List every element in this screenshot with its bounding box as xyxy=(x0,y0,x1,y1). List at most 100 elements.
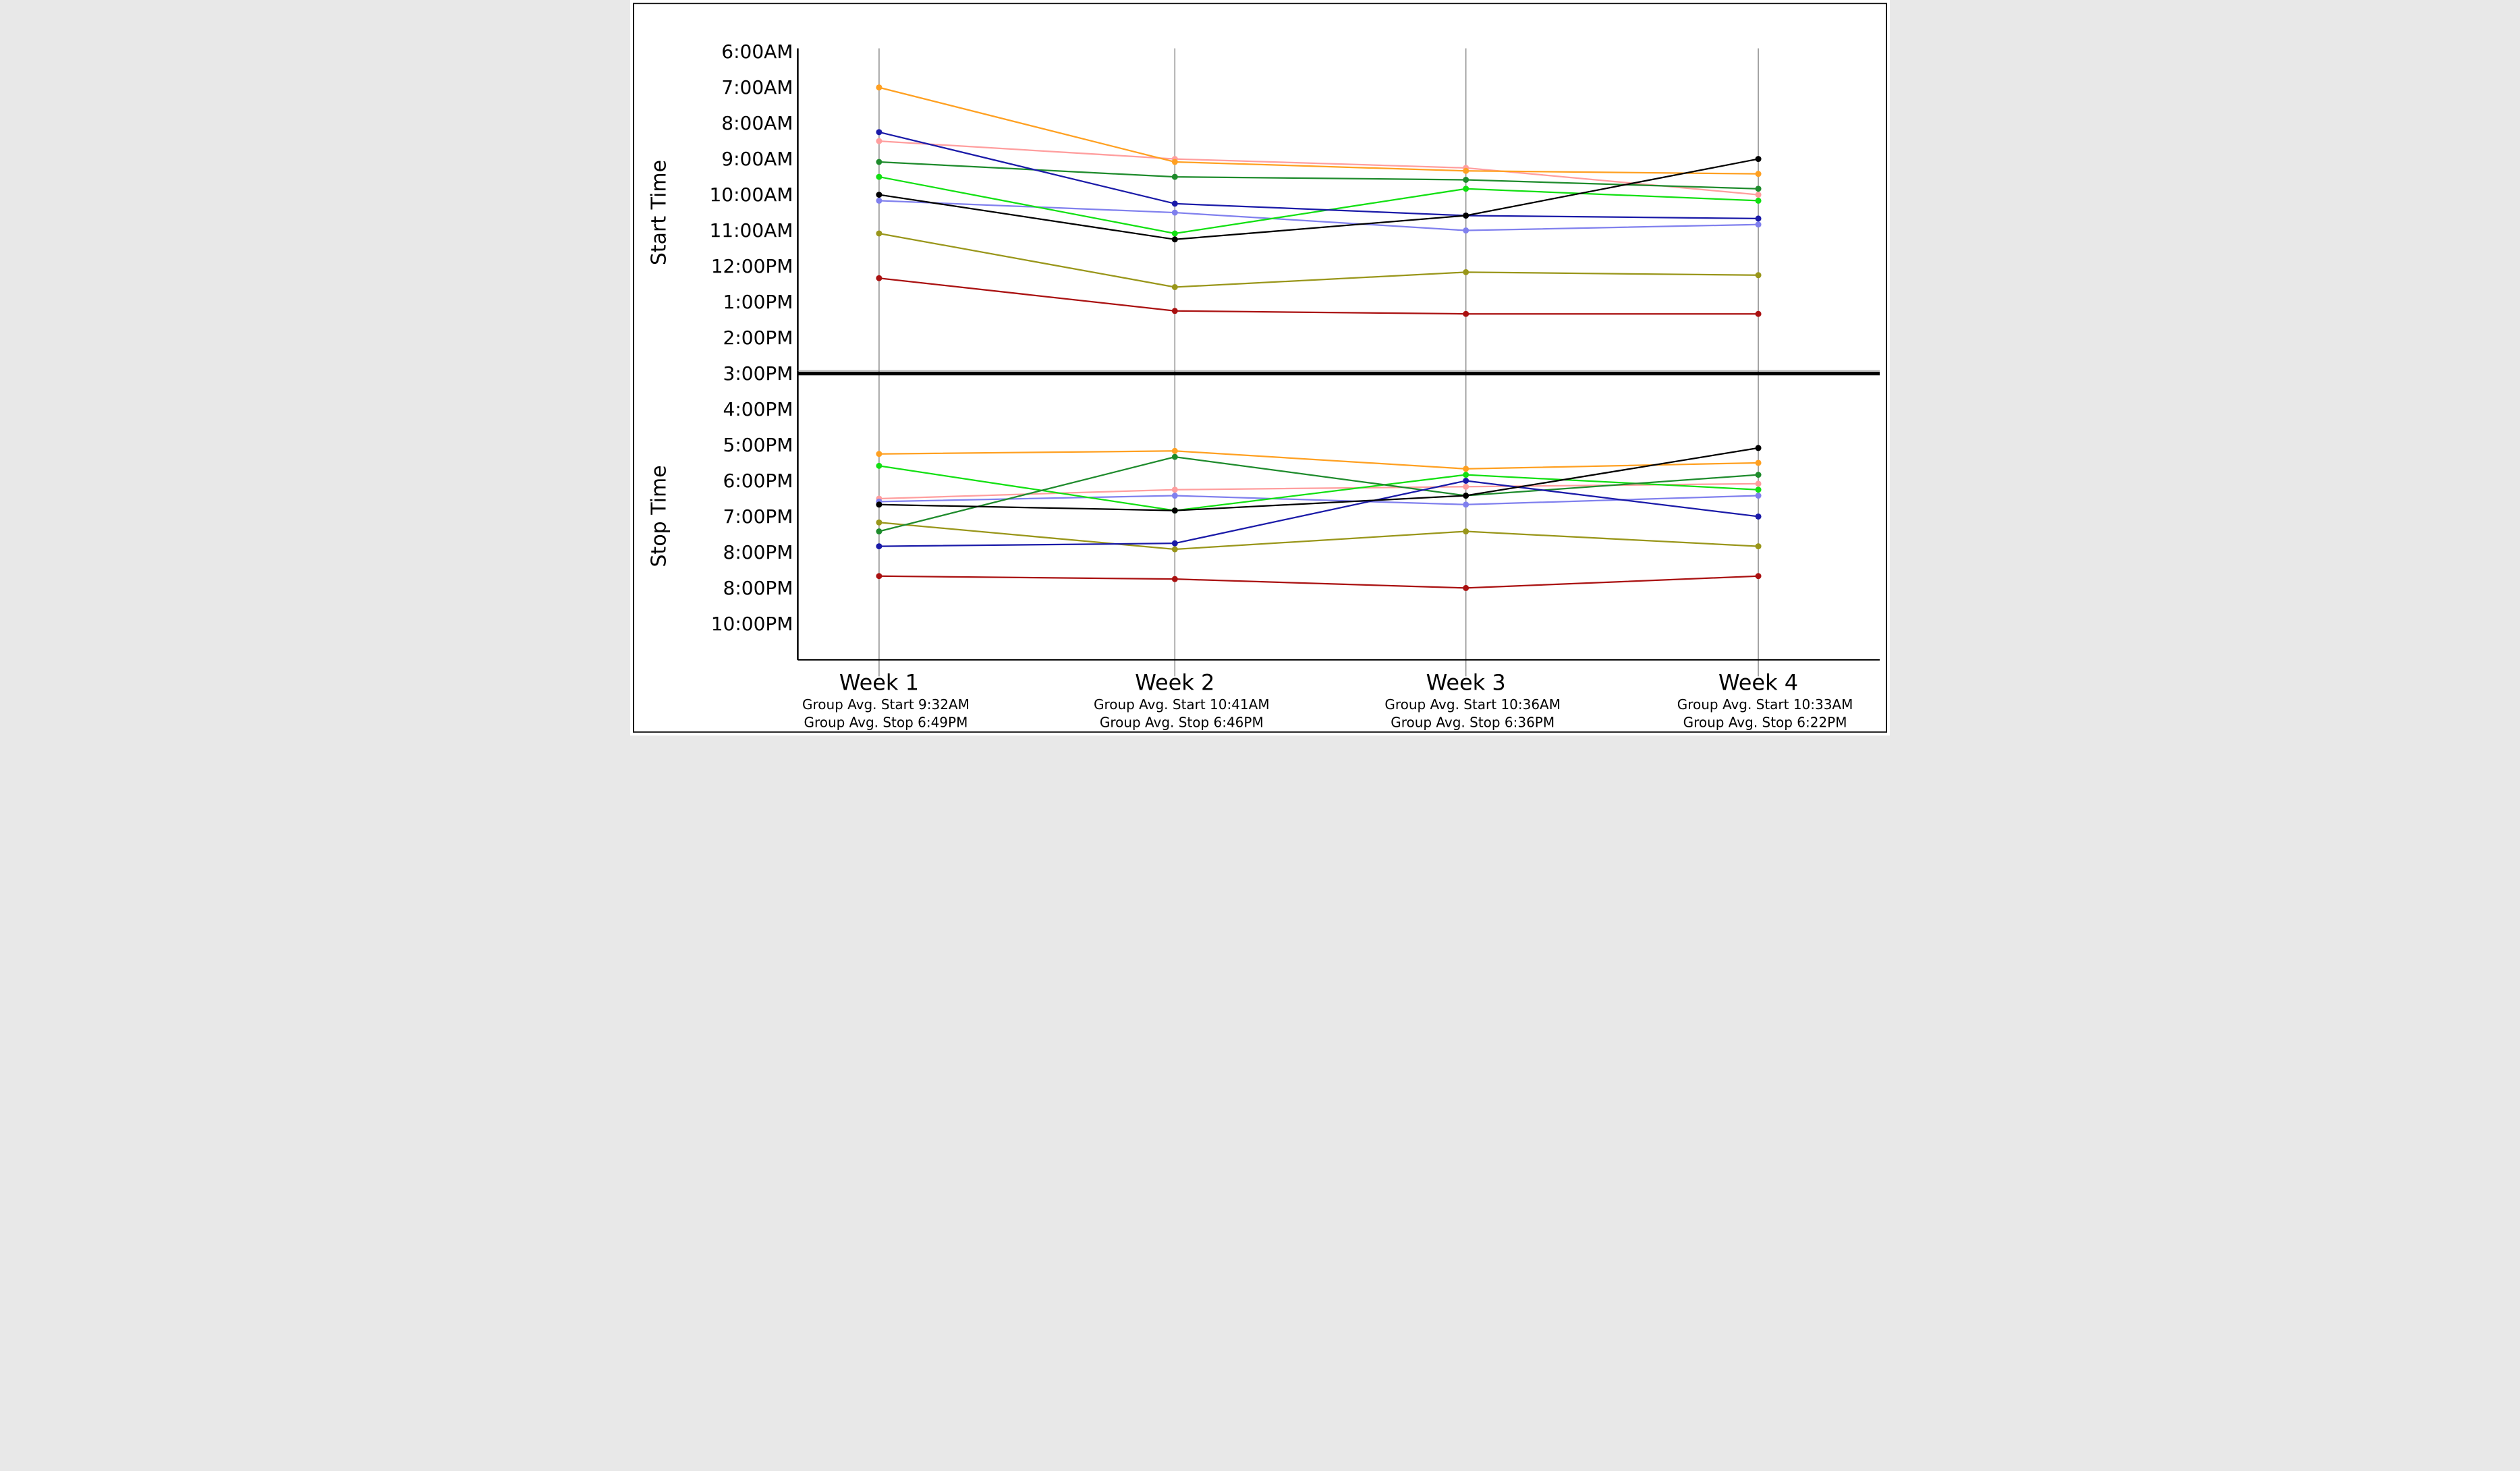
member-navy-start-point-week4 xyxy=(1755,215,1762,222)
stop-tick-label: 5:00PM xyxy=(723,434,793,456)
member-darkred-start-point-week3 xyxy=(1463,310,1469,317)
member-olive-stop-point-week3 xyxy=(1463,528,1469,535)
member-navy-start-point-week2 xyxy=(1171,200,1178,207)
member-black-stop-line xyxy=(878,447,1759,511)
member-olive-start-point-week1 xyxy=(876,230,883,237)
member-darkred-start-point-week1 xyxy=(876,275,883,281)
member-darkgreen-start-point-week1 xyxy=(876,159,883,165)
member-orange-start-line xyxy=(878,86,1759,175)
member-darkgreen-stop-point-week2 xyxy=(1171,453,1178,460)
member-darkgreen-start-point-week4 xyxy=(1755,186,1762,192)
member-olive-stop-line xyxy=(878,522,1759,551)
member-periwinkle-start-point-week4 xyxy=(1755,221,1762,228)
stop-tick-label: 4:00PM xyxy=(723,398,793,420)
member-orange-start-point-week3 xyxy=(1463,167,1469,174)
member-orange-stop-point-week1 xyxy=(876,451,883,457)
member-navy-stop-point-week3 xyxy=(1463,477,1469,484)
member-periwinkle-stop-point-week4 xyxy=(1755,493,1762,499)
stop-tick-label: 6:00PM xyxy=(723,470,793,492)
member-periwinkle-stop-point-week3 xyxy=(1463,501,1469,508)
member-brightgreen-start-point-week2 xyxy=(1171,230,1178,237)
member-darkred-stop-point-week3 xyxy=(1463,584,1469,591)
week-label: Week 4 xyxy=(1718,669,1798,695)
member-brightgreen-stop-point-week3 xyxy=(1463,472,1469,478)
member-black-start-line xyxy=(878,158,1759,240)
member-orange-stop-point-week2 xyxy=(1171,447,1178,454)
member-navy-stop-point-week1 xyxy=(876,543,883,550)
group-avg-start-label: Group Avg. Start 9:32AM xyxy=(802,696,970,713)
group-avg-stop-label: Group Avg. Stop 6:49PM xyxy=(804,714,968,730)
start-tick-label: 1:00PM xyxy=(723,291,793,313)
member-darkgreen-start-line xyxy=(878,161,1759,190)
member-olive-stop-point-week2 xyxy=(1171,546,1178,553)
stop-tick-label: 7:00PM xyxy=(723,505,793,528)
start-stop-time-chart: 6:00AM 7:00AM 8:00AM 9:00AM 10:00AM 11:00AM 12… xyxy=(630,0,1890,736)
member-darkgreen-stop-line xyxy=(878,455,1759,532)
member-pink-start-point-week1 xyxy=(876,138,883,144)
member-orange-start-point-week4 xyxy=(1755,171,1762,177)
member-periwinkle-start-point-week1 xyxy=(876,197,883,204)
group-avg-stop-label: Group Avg. Stop 6:46PM xyxy=(1100,714,1264,730)
member-navy-stop-line xyxy=(878,480,1759,547)
member-darkred-start-point-week2 xyxy=(1171,308,1178,314)
member-olive-start-point-week2 xyxy=(1171,283,1178,290)
member-navy-start-point-week1 xyxy=(876,129,883,136)
member-darkred-stop-point-week2 xyxy=(1171,576,1178,582)
member-brightgreen-stop-point-week1 xyxy=(876,462,883,469)
week-label: Week 2 xyxy=(1135,669,1214,695)
member-darkred-start-line xyxy=(878,277,1759,315)
member-black-start-point-week2 xyxy=(1171,236,1178,243)
start-tick-label: 9:00AM xyxy=(721,148,793,170)
member-darkgreen-stop-point-week4 xyxy=(1755,472,1762,478)
screenshot-root: 6:00AM 7:00AM 8:00AM 9:00AM 10:00AM 11:00AM 12… xyxy=(630,0,1890,736)
member-orange-start-point-week1 xyxy=(876,84,883,91)
member-darkred-stop-point-week4 xyxy=(1755,573,1762,580)
member-black-start-point-week1 xyxy=(876,192,883,198)
member-pink-stop-point-week3 xyxy=(1463,483,1469,490)
member-darkgreen-start-point-week3 xyxy=(1463,176,1469,183)
start-tick-label: 12:00PM xyxy=(711,255,793,277)
member-pink-stop-point-week2 xyxy=(1171,487,1178,493)
member-brightgreen-start-point-week1 xyxy=(876,173,883,180)
member-black-stop-point-week3 xyxy=(1463,493,1469,499)
member-pink-stop-point-week4 xyxy=(1755,480,1762,487)
member-brightgreen-start-point-week4 xyxy=(1755,197,1762,204)
group-avg-stop-label: Group Avg. Stop 6:36PM xyxy=(1391,714,1555,730)
start-tick-label: 11:00AM xyxy=(709,219,793,242)
member-pink-start-line xyxy=(878,140,1759,196)
member-darkgreen-stop-point-week1 xyxy=(876,528,883,535)
stop-tick-label: 8:00PM xyxy=(723,577,793,599)
member-periwinkle-start-point-week2 xyxy=(1171,209,1178,216)
member-orange-start-point-week2 xyxy=(1171,159,1178,165)
member-olive-start-line xyxy=(878,232,1759,288)
stop-tick-label: 10:00PM xyxy=(711,613,793,635)
member-darkred-stop-point-week1 xyxy=(876,573,883,580)
start-tick-label: 3:00PM xyxy=(723,362,793,385)
member-black-stop-point-week1 xyxy=(876,501,883,508)
member-navy-start-line xyxy=(878,131,1759,220)
group-avg-start-label: Group Avg. Start 10:41AM xyxy=(1094,696,1270,713)
start-tick-label: 2:00PM xyxy=(723,327,793,349)
member-navy-stop-point-week4 xyxy=(1755,513,1762,520)
member-periwinkle-start-line xyxy=(878,200,1759,231)
member-navy-stop-point-week2 xyxy=(1171,540,1178,547)
member-brightgreen-stop-line xyxy=(878,465,1759,511)
member-orange-stop-line xyxy=(878,450,1759,470)
member-brightgreen-start-point-week3 xyxy=(1463,186,1469,192)
start-tick-label: 8:00AM xyxy=(721,112,793,134)
week-label: Week 3 xyxy=(1426,669,1506,695)
member-black-start-point-week3 xyxy=(1463,212,1469,219)
member-black-stop-point-week2 xyxy=(1171,507,1178,514)
member-periwinkle-start-point-week3 xyxy=(1463,227,1469,234)
member-orange-stop-point-week4 xyxy=(1755,460,1762,466)
member-pink-start-point-week4 xyxy=(1755,192,1762,198)
group-avg-stop-label: Group Avg. Stop 6:22PM xyxy=(1683,714,1847,730)
member-darkred-stop-line xyxy=(878,575,1759,589)
member-darkgreen-start-point-week2 xyxy=(1171,173,1178,180)
week-label: Week 1 xyxy=(839,669,919,695)
member-black-stop-point-week4 xyxy=(1755,445,1762,451)
member-olive-start-point-week3 xyxy=(1463,269,1469,275)
member-periwinkle-stop-point-week2 xyxy=(1171,493,1178,499)
group-avg-start-label: Group Avg. Start 10:36AM xyxy=(1384,696,1561,713)
stop-tick-label: 8:00PM xyxy=(723,541,793,563)
